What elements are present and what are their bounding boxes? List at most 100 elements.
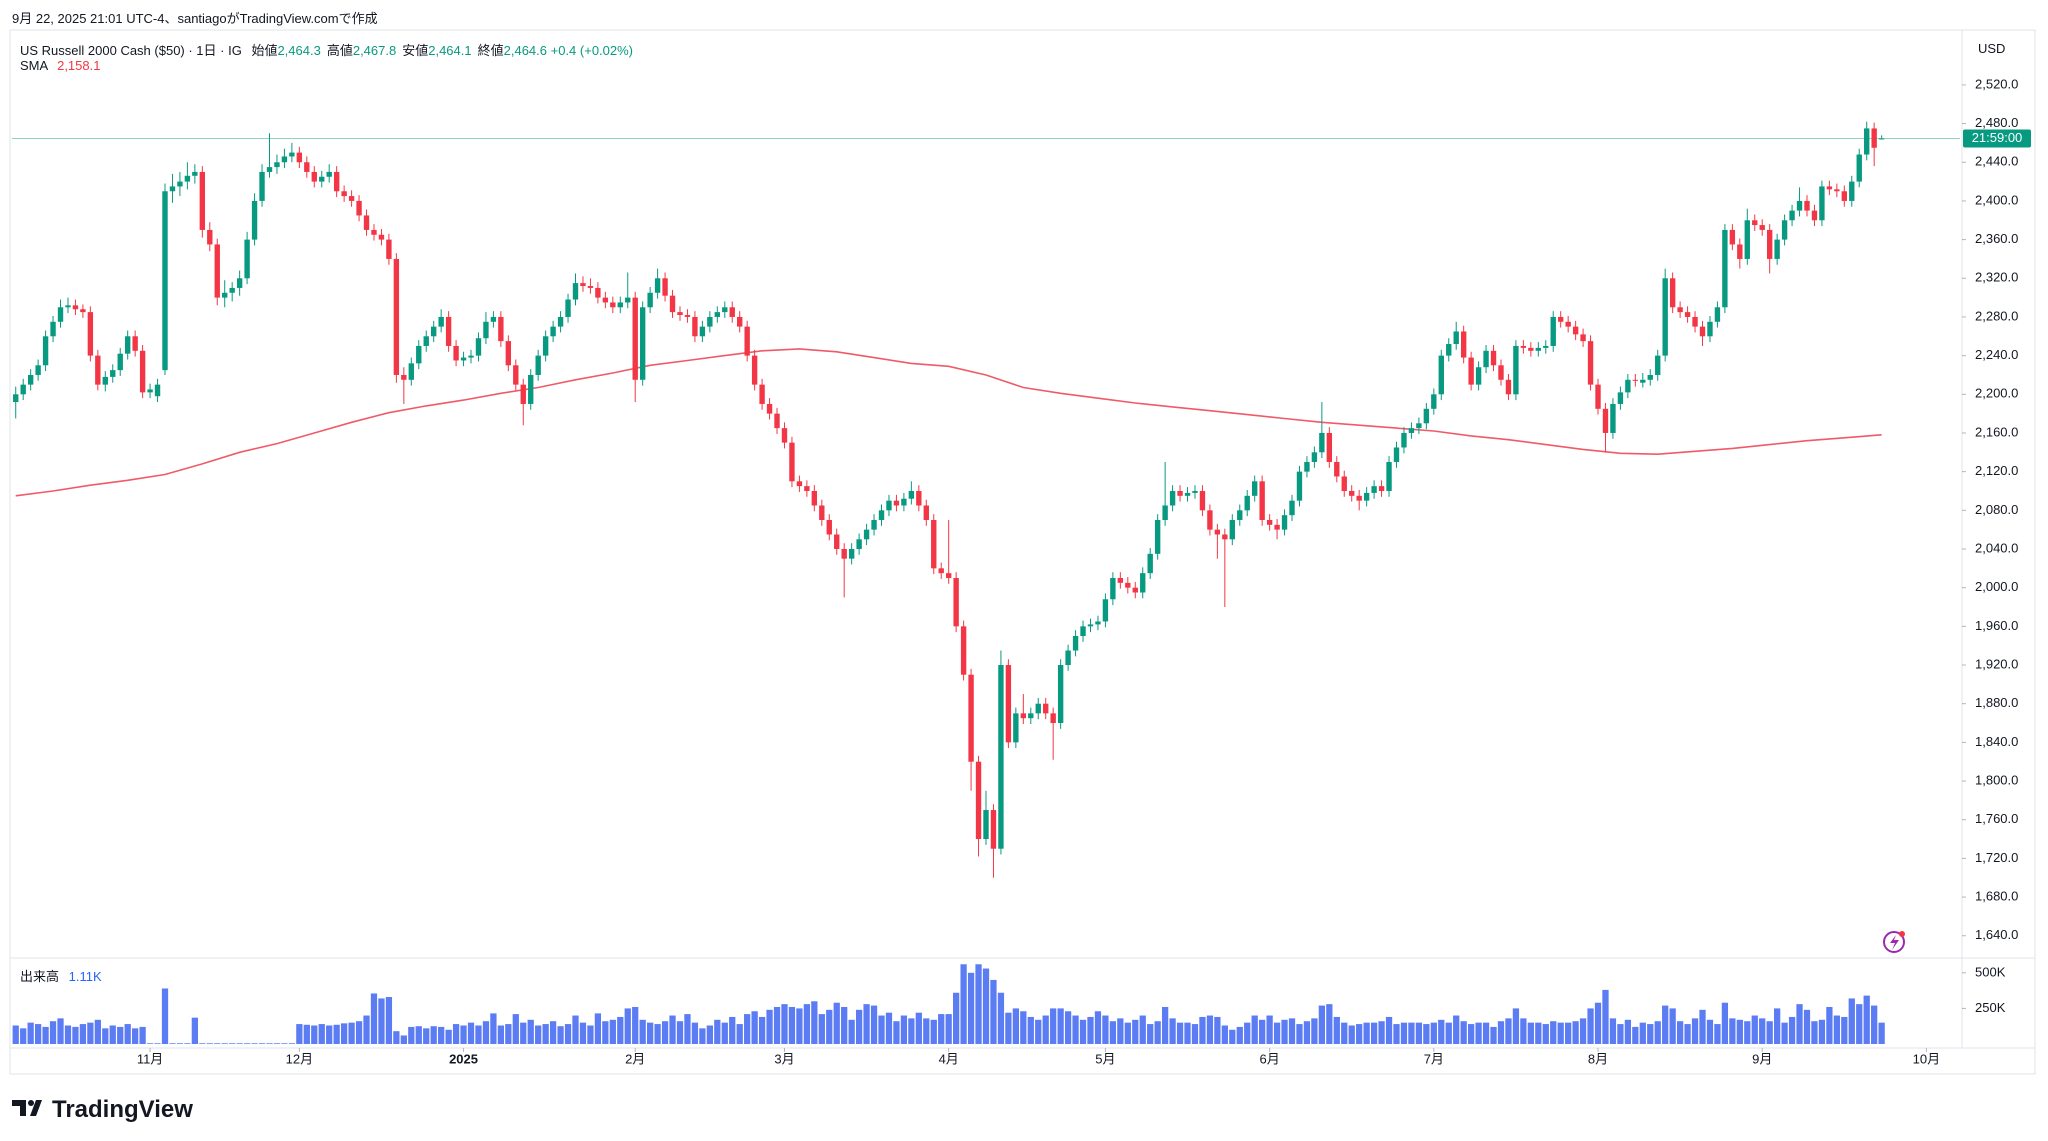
volume-bar	[132, 1028, 139, 1044]
volume-bar	[1206, 1015, 1214, 1044]
volume-bar	[796, 1008, 803, 1044]
volume-bar	[1139, 1015, 1146, 1044]
volume-bars	[12, 964, 1885, 1044]
candle-body	[289, 152, 295, 157]
volume-bar	[953, 992, 960, 1044]
candle-body	[1580, 334, 1586, 342]
volume-bar	[1102, 1015, 1109, 1044]
candle-body	[416, 345, 422, 364]
candle-body	[834, 534, 840, 549]
volume-bar	[1288, 1018, 1296, 1044]
ohlc-legend: 始値2,464.3 高値2,467.8 安値2,464.1 終値2,464.6	[245, 43, 550, 58]
volume-bar	[184, 1043, 191, 1044]
candle-body	[1386, 461, 1392, 491]
candle-body	[468, 355, 474, 358]
candle-body	[931, 519, 937, 569]
candle-body	[1737, 244, 1743, 259]
volume-bar	[206, 1043, 213, 1044]
candle-body	[1341, 476, 1347, 491]
candle-body	[1125, 582, 1131, 588]
candle-body	[774, 413, 780, 429]
legend-label: 安値	[402, 43, 429, 58]
volume-bar	[1602, 989, 1609, 1044]
candle-body	[1065, 650, 1071, 666]
volume-bar	[788, 1006, 796, 1044]
volume-bar	[12, 1025, 19, 1044]
volume-tick-label: 500K	[1975, 964, 2006, 979]
candle-body	[1266, 519, 1273, 525]
volume-bar	[1527, 1022, 1534, 1044]
volume-bar	[1438, 1019, 1445, 1044]
volume-bar	[400, 1035, 407, 1044]
sma-legend: SMA 2,158.1	[20, 58, 100, 73]
candle-body	[722, 307, 728, 313]
volume-bar	[982, 968, 990, 1044]
volume-bar	[527, 1019, 534, 1044]
candle-body	[744, 326, 750, 356]
y-tick-label: 2,400.0	[1975, 192, 2018, 207]
candle-body	[1684, 312, 1691, 317]
candle-body	[192, 171, 198, 176]
x-tick-label: 11月	[137, 1051, 164, 1066]
volume-bar	[64, 1025, 72, 1044]
candle-body	[1669, 278, 1676, 308]
candle-body	[1729, 229, 1736, 245]
volume-bar	[393, 1031, 400, 1044]
candle-body	[1005, 665, 1012, 743]
volume-bar	[1706, 1019, 1714, 1044]
candle-body	[1640, 379, 1646, 383]
volume-bar	[251, 1043, 258, 1044]
volume-legend: 出来高 1.11K	[20, 966, 102, 985]
candle-body	[1811, 210, 1818, 221]
volume-bar	[497, 1025, 505, 1044]
candle-body	[281, 156, 288, 163]
candle-body	[1468, 357, 1474, 385]
volume-bar	[1251, 1015, 1258, 1044]
candle-body	[1154, 519, 1161, 554]
y-tick-label: 2,200.0	[1975, 386, 2018, 401]
volume-bar	[1214, 1016, 1221, 1044]
volume-bar	[1333, 1016, 1340, 1044]
candle-body	[296, 152, 303, 163]
volume-bar	[87, 1022, 94, 1044]
candle-body	[766, 403, 773, 414]
volume-bar	[758, 1016, 766, 1044]
volume-bar	[1796, 1004, 1803, 1044]
volume-bar	[706, 1025, 713, 1044]
candle-body	[20, 384, 26, 395]
currency[interactable]: USD	[1978, 41, 2006, 56]
volume-bar	[1020, 1011, 1027, 1044]
candle-body	[513, 365, 519, 385]
volume-bar	[1453, 1015, 1460, 1044]
volume-bar	[841, 1006, 848, 1044]
candle-body	[483, 321, 489, 339]
lightning-icon[interactable]	[1883, 931, 1905, 953]
x-tick-label: 8月	[1588, 1051, 1608, 1066]
x-tick-label: 5月	[1095, 1051, 1115, 1066]
volume-bar	[438, 1026, 445, 1044]
volume-bar	[20, 1028, 27, 1044]
candle-body	[124, 336, 131, 354]
candle-body	[945, 573, 952, 578]
volume-bar	[340, 1023, 348, 1044]
candle-body	[1841, 191, 1848, 201]
candle-body	[1319, 432, 1325, 453]
volume-bar	[1871, 1005, 1878, 1044]
candle-body	[1774, 239, 1780, 259]
symbol: US Russell 2000 Cash ($50) · 1日 · IG	[20, 43, 242, 58]
candle-body	[1274, 524, 1280, 530]
volume-bar	[1572, 1021, 1579, 1044]
volume-bar	[1356, 1024, 1363, 1044]
candle-body	[1371, 486, 1377, 493]
sma-value: 2,158.1	[57, 58, 101, 73]
y-tick-label: 1,960.0	[1975, 618, 2018, 633]
candle-body	[498, 316, 504, 342]
candle-body	[490, 316, 497, 322]
candle-body	[1289, 500, 1295, 516]
volume-bar	[930, 1019, 937, 1044]
candle-body	[1677, 307, 1683, 313]
volume-bar	[475, 1025, 482, 1044]
candle-body	[1647, 374, 1653, 380]
candle-body	[520, 384, 526, 404]
